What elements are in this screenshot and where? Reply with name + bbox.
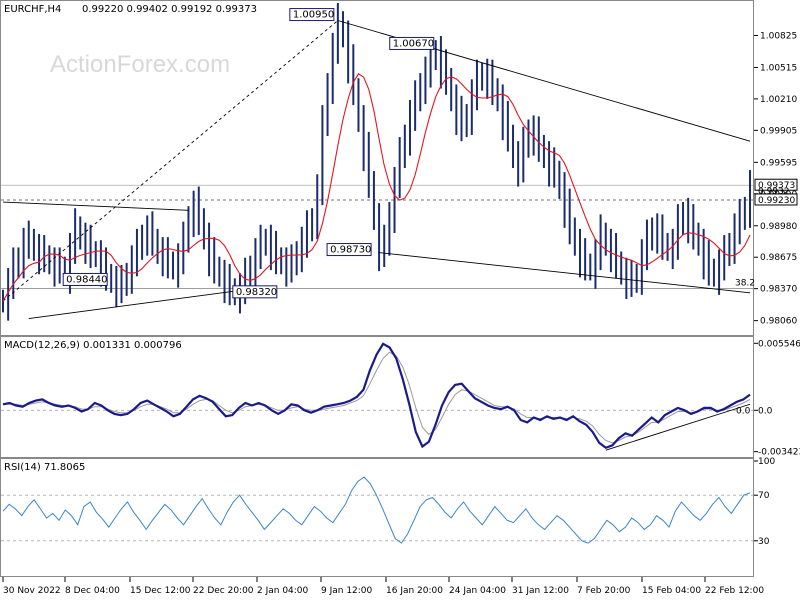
- dashed-level-tag-box: [754, 193, 798, 206]
- macd-tick-label-1: 0.0: [758, 406, 773, 416]
- x-tick-label-4: 2 Jan 04:00: [257, 586, 309, 596]
- overlap-price-tag: 0.9932: [758, 187, 790, 197]
- x-tick-label-6: 16 Jan 20:00: [386, 586, 443, 596]
- time-axis: 30 Nov 2022 8 Dec 04:00 15 Dec 12:00 22 Dec…: [2, 577, 764, 596]
- macd-lines: [2, 342, 751, 451]
- price-tick-label-8: 0.98370: [760, 285, 797, 295]
- annotation-box-4: [62, 272, 108, 286]
- macd-panel-frame: [0, 336, 754, 458]
- rsi-lines: [2, 476, 751, 544]
- trend-dashed-rise: [2, 20, 339, 302]
- annotation-2: 0.98730: [330, 245, 371, 256]
- macd-zero-tag: 0.0: [736, 406, 751, 416]
- price-tick-label-2: 1.00210: [760, 95, 797, 105]
- macd-trendline: [605, 403, 751, 451]
- annotation-box-0: [289, 8, 335, 22]
- current-price-tag-box: [754, 178, 798, 191]
- ma-line: [2, 73, 751, 302]
- x-tick-label-5: 9 Jan 12:00: [321, 586, 373, 596]
- x-tick-label-2: 15 Dec 12:00: [130, 586, 191, 596]
- price-tick-label-1: 1.00515: [760, 63, 797, 73]
- price-tick-label-0: 1.00825: [760, 31, 797, 41]
- current-price-tag: 0.99373: [758, 181, 795, 191]
- x-tick-label-11: 22 Feb 12:00: [705, 586, 764, 596]
- macd-line: [2, 342, 751, 450]
- rsi-grid: [1, 494, 753, 542]
- price-tick-label-9: 0.98060: [760, 317, 797, 327]
- price-tick-label-7: 0.98675: [760, 253, 797, 263]
- watermark: ActionForex.com: [50, 51, 230, 78]
- trend-old-resistance: [2, 201, 189, 211]
- annotation-3: 0.98320: [236, 287, 277, 298]
- x-tick-label-10: 15 Feb 04:00: [642, 586, 701, 596]
- macd-tick-label-0: 0.005546: [758, 339, 800, 349]
- annotation-4: 0.98440: [66, 274, 107, 285]
- annotation-box-1: [389, 36, 435, 50]
- x-tick-label-7: 24 Jan 04:00: [449, 586, 506, 596]
- macd-axis: 0.005546 0.0 -0.003423 0.0: [736, 339, 800, 457]
- trend-lower-channel: [379, 252, 751, 294]
- price-axis: 1.00825 1.00515 1.00210 0.99905 0.99595 0.992…: [754, 31, 798, 327]
- price-tick-label-6: 0.98980: [760, 222, 797, 232]
- macd-tick-label-2: -0.003423: [758, 448, 800, 458]
- price-tick-label-3: 0.99905: [760, 126, 797, 136]
- x-tick-label-9: 7 Feb 20:00: [577, 586, 631, 596]
- annotation-box-2: [326, 243, 372, 257]
- rsi-axis: 100 70 30: [754, 457, 775, 547]
- rsi-tick-label-0: 100: [758, 457, 775, 467]
- ohlc-readout: 0.99220 0.99402 0.99192 0.99373: [82, 4, 257, 15]
- annotation-box-3: [232, 285, 278, 299]
- x-tick-label-0: 30 Nov 2022: [3, 586, 61, 596]
- price-panel-frame: [0, 0, 754, 336]
- fib-level-label: 38.2: [735, 279, 755, 289]
- symbol-label: EURCHF,H4: [4, 4, 61, 15]
- rsi-panel-frame: [0, 458, 754, 577]
- rsi-line: [2, 476, 751, 544]
- price-tick-label-4: 0.99595: [760, 158, 797, 168]
- x-tick-label-1: 8 Dec 04:00: [65, 586, 120, 596]
- macd-label: MACD(12,26,9) 0.001331 0.000796: [4, 340, 182, 351]
- rsi-tick-label-2: 30: [758, 537, 770, 547]
- trend-old-support: [28, 287, 261, 320]
- rsi-label: RSI(14) 71.8065: [4, 462, 85, 473]
- price-annotations: 1.00950 1.00670 0.98730 0.98320 0.98440: [62, 8, 435, 299]
- moving-average: [2, 73, 751, 302]
- x-tick-label-3: 22 Dec 20:00: [193, 586, 254, 596]
- x-tick-label-8: 31 Jan 12:00: [512, 586, 569, 596]
- annotation-0: 1.00950: [293, 10, 334, 21]
- rsi-tick-label-1: 70: [758, 491, 770, 501]
- dashed-level-tag: 0.99230: [758, 196, 795, 206]
- annotation-1: 1.00670: [393, 38, 434, 49]
